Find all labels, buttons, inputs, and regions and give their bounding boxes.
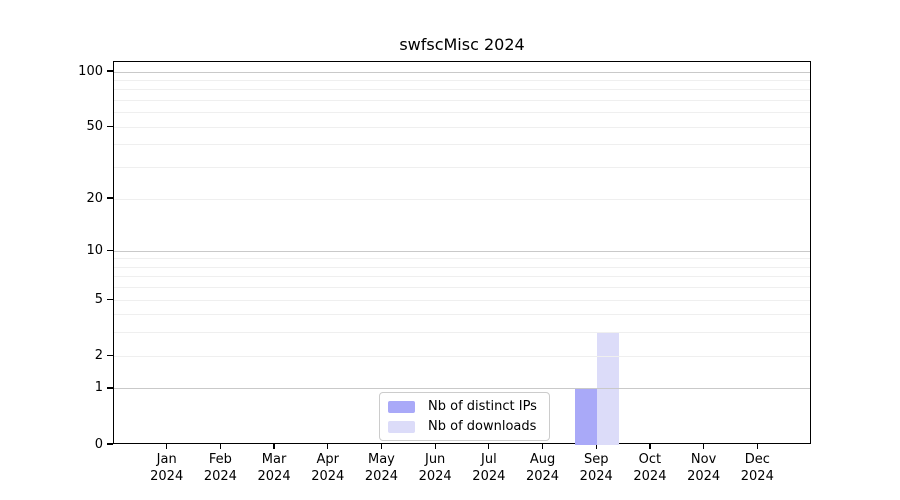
y-tick-label: 0 [94, 436, 103, 452]
legend-item-distinct-ips: Nb of distinct IPs [388, 399, 537, 414]
x-tick-label: Jul 2024 [472, 452, 506, 484]
gridline-minor [114, 258, 810, 260]
y-axis-tick [107, 70, 113, 72]
gridline-minor [114, 266, 810, 268]
y-axis-tick [107, 249, 113, 251]
y-axis-tick [107, 354, 113, 356]
y-axis-tick [107, 125, 113, 127]
x-tick-label: Nov 2024 [687, 452, 721, 484]
x-axis-tick [327, 444, 329, 449]
x-tick-label: Aug 2024 [525, 452, 560, 484]
gridline-minor [114, 198, 810, 200]
gridline-minor [114, 100, 810, 102]
chart-title: swfscMisc 2024 [399, 35, 525, 54]
gridline-minor [114, 332, 810, 334]
gridline-major [114, 250, 810, 252]
x-axis-tick [649, 444, 651, 449]
y-tick-label: 10 [86, 242, 103, 258]
legend-swatch-downloads-icon [388, 420, 415, 433]
y-axis-tick [107, 387, 113, 389]
gridline-minor [114, 144, 810, 146]
x-axis-tick [595, 444, 597, 449]
x-tick-label: Jun 2024 [418, 452, 452, 484]
bar-distinct-ips [575, 388, 598, 445]
gridline-minor [114, 167, 810, 169]
y-axis-tick [107, 298, 113, 300]
y-tick-label: 20 [86, 190, 103, 206]
x-tick-label: Sep 2024 [579, 452, 613, 484]
x-tick-label: Oct 2024 [633, 452, 667, 484]
legend-swatch-distinct-ips-icon [388, 400, 415, 413]
gridline-minor [114, 126, 810, 128]
x-tick-label: Mar 2024 [257, 452, 291, 484]
gridline-major [114, 71, 810, 73]
gridline-major [114, 388, 810, 390]
gridline-minor [114, 355, 810, 357]
x-tick-label: Feb 2024 [203, 452, 237, 484]
x-axis-tick [756, 444, 758, 449]
y-axis-tick [107, 443, 113, 445]
x-axis-tick [273, 444, 275, 449]
x-axis-tick [488, 444, 490, 449]
y-tick-label: 50 [86, 118, 103, 134]
gridline-minor [114, 89, 810, 91]
x-tick-label: Apr 2024 [311, 452, 345, 484]
gridline-minor [114, 314, 810, 316]
gridline-minor [114, 287, 810, 289]
y-tick-label: 5 [94, 291, 103, 307]
gridline-minor [114, 80, 810, 82]
legend-label-downloads: Nb of downloads [428, 419, 537, 434]
plot-area: Nb of distinct IPs Nb of downloads [113, 61, 811, 445]
legend: Nb of distinct IPs Nb of downloads [379, 392, 550, 441]
x-axis-tick [541, 444, 544, 449]
gridline-minor [114, 276, 810, 278]
x-tick-label: May 2024 [364, 452, 398, 484]
y-axis-tick [107, 197, 113, 199]
x-axis-tick [434, 444, 436, 449]
x-axis-tick [702, 444, 705, 449]
y-tick-label: 1 [94, 380, 103, 396]
gridline-minor [114, 112, 810, 114]
gridline-minor [114, 299, 810, 301]
x-axis-tick [166, 444, 168, 449]
y-tick-label: 2 [94, 347, 103, 363]
x-tick-label: Jan 2024 [150, 452, 184, 484]
x-axis-tick [219, 444, 222, 449]
legend-label-distinct-ips: Nb of distinct IPs [428, 399, 537, 414]
y-tick-label: 100 [78, 63, 103, 79]
legend-item-downloads: Nb of downloads [388, 419, 537, 434]
x-axis-tick [380, 444, 383, 449]
x-tick-label: Dec 2024 [740, 452, 774, 484]
